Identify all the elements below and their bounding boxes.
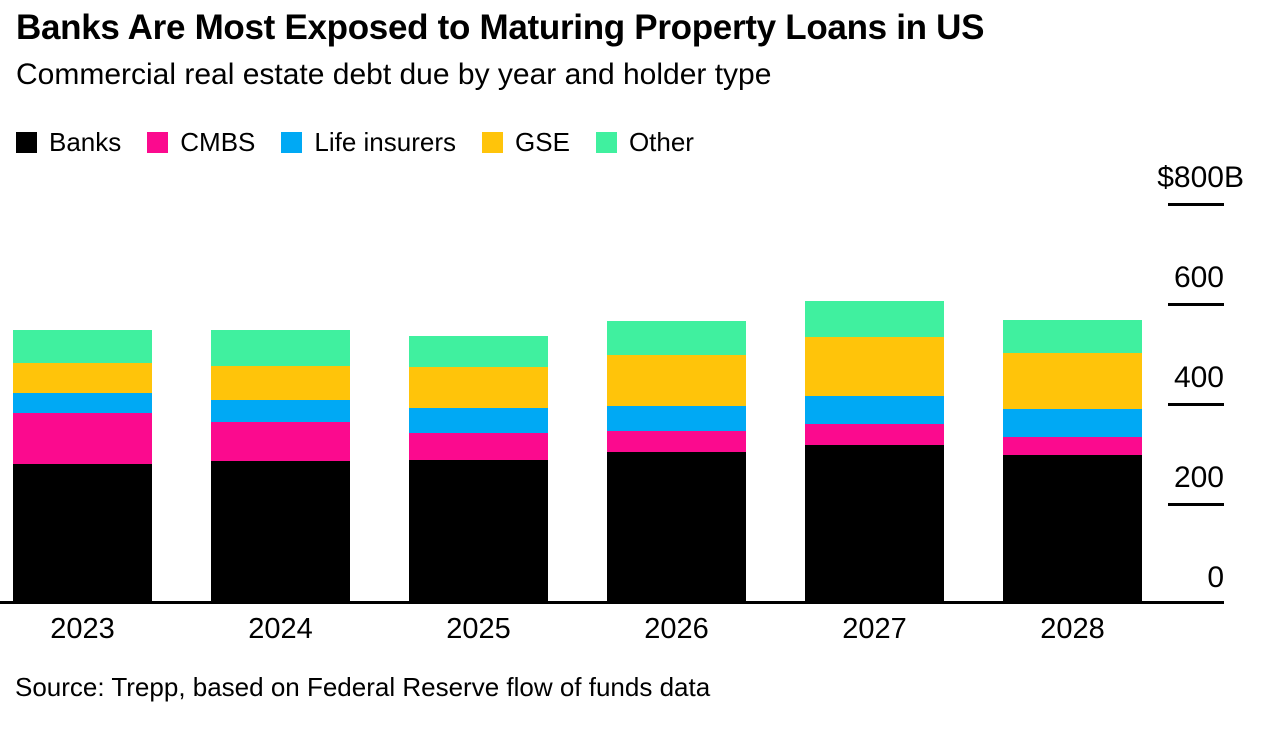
bar-segment — [13, 464, 152, 601]
bar-segment — [805, 301, 944, 337]
legend-item-banks: Banks — [16, 127, 121, 158]
y-axis-unit-suffix: B — [1224, 161, 1245, 194]
legend-swatch-icon — [16, 132, 37, 153]
y-axis-label: $800 B — [1157, 161, 1244, 195]
bar-segment — [13, 413, 152, 464]
bar-2026 — [607, 321, 746, 601]
bar-segment — [409, 408, 548, 433]
x-axis-line — [0, 601, 1224, 604]
bar-segment — [805, 396, 944, 424]
legend-label: Other — [628, 127, 694, 157]
bar-segment — [805, 337, 944, 396]
chart-title: Banks Are Most Exposed to Maturing Prope… — [16, 8, 985, 47]
bar-segment — [607, 431, 746, 452]
legend-label: GSE — [515, 127, 570, 157]
legend-swatch-icon — [281, 132, 303, 153]
y-axis-tick — [1168, 203, 1224, 206]
source-note: Source: Trepp, based on Federal Reserve … — [15, 672, 711, 702]
bar-2025 — [409, 336, 548, 601]
legend-swatch-icon — [482, 132, 504, 153]
bar-segment — [805, 445, 944, 601]
bar-segment — [13, 330, 152, 363]
legend-swatch-icon — [147, 132, 169, 153]
bar-segment — [211, 366, 350, 400]
legend-swatch-icon — [595, 132, 617, 153]
bar-segment — [607, 452, 746, 601]
bar-2023 — [13, 330, 152, 601]
bar-segment — [1003, 353, 1142, 409]
bar-2027 — [805, 301, 944, 601]
bar-segment — [1003, 409, 1142, 437]
chart-subtitle: Commercial real estate debt due by year … — [16, 58, 772, 91]
legend-item-life-insurers: Life insurers — [281, 127, 456, 158]
bar-segment — [211, 461, 350, 601]
bar-segment — [1003, 455, 1142, 601]
bar-2028 — [1003, 320, 1142, 601]
bar-segment — [607, 355, 746, 406]
y-axis-tick — [1168, 503, 1224, 506]
legend-item-gse: GSE — [482, 127, 570, 158]
x-axis-label: 2027 — [842, 613, 907, 645]
x-axis-label: 2026 — [644, 613, 709, 645]
legend-item-cmbs: CMBS — [147, 127, 255, 158]
x-axis-label: 2025 — [446, 613, 511, 645]
bar-segment — [409, 367, 548, 408]
bar-segment — [805, 424, 944, 445]
y-axis-label: 0 — [1207, 561, 1224, 594]
y-axis-label: 600 — [1173, 261, 1224, 294]
legend-label: Life insurers — [314, 127, 457, 157]
legend-label: Banks — [49, 127, 122, 157]
bar-segment — [211, 400, 350, 422]
x-axis-label: 2024 — [248, 613, 313, 645]
bar-segment — [211, 422, 350, 461]
y-axis-label: 200 — [1173, 461, 1224, 494]
y-axis-tick — [1168, 303, 1224, 306]
y-axis-label: 400 — [1173, 361, 1224, 394]
legend-item-other: Other — [595, 127, 694, 158]
x-axis-label: 2023 — [50, 613, 115, 645]
x-axis-label: 2028 — [1040, 613, 1105, 645]
bar-segment — [1003, 320, 1142, 353]
bar-segment — [13, 393, 152, 413]
bar-segment — [13, 363, 152, 393]
y-axis-label-value: $800 — [1157, 161, 1224, 194]
bar-segment — [409, 460, 548, 601]
y-axis-tick — [1168, 403, 1224, 406]
bar-2024 — [211, 330, 350, 601]
bar-segment — [1003, 437, 1142, 455]
bar-segment — [211, 330, 350, 366]
legend: Banks CMBS Life insurers GSE Other — [16, 127, 720, 158]
bar-segment — [409, 336, 548, 367]
bar-segment — [607, 406, 746, 431]
legend-label: CMBS — [180, 127, 256, 157]
bar-segment — [607, 321, 746, 355]
bar-segment — [409, 433, 548, 460]
